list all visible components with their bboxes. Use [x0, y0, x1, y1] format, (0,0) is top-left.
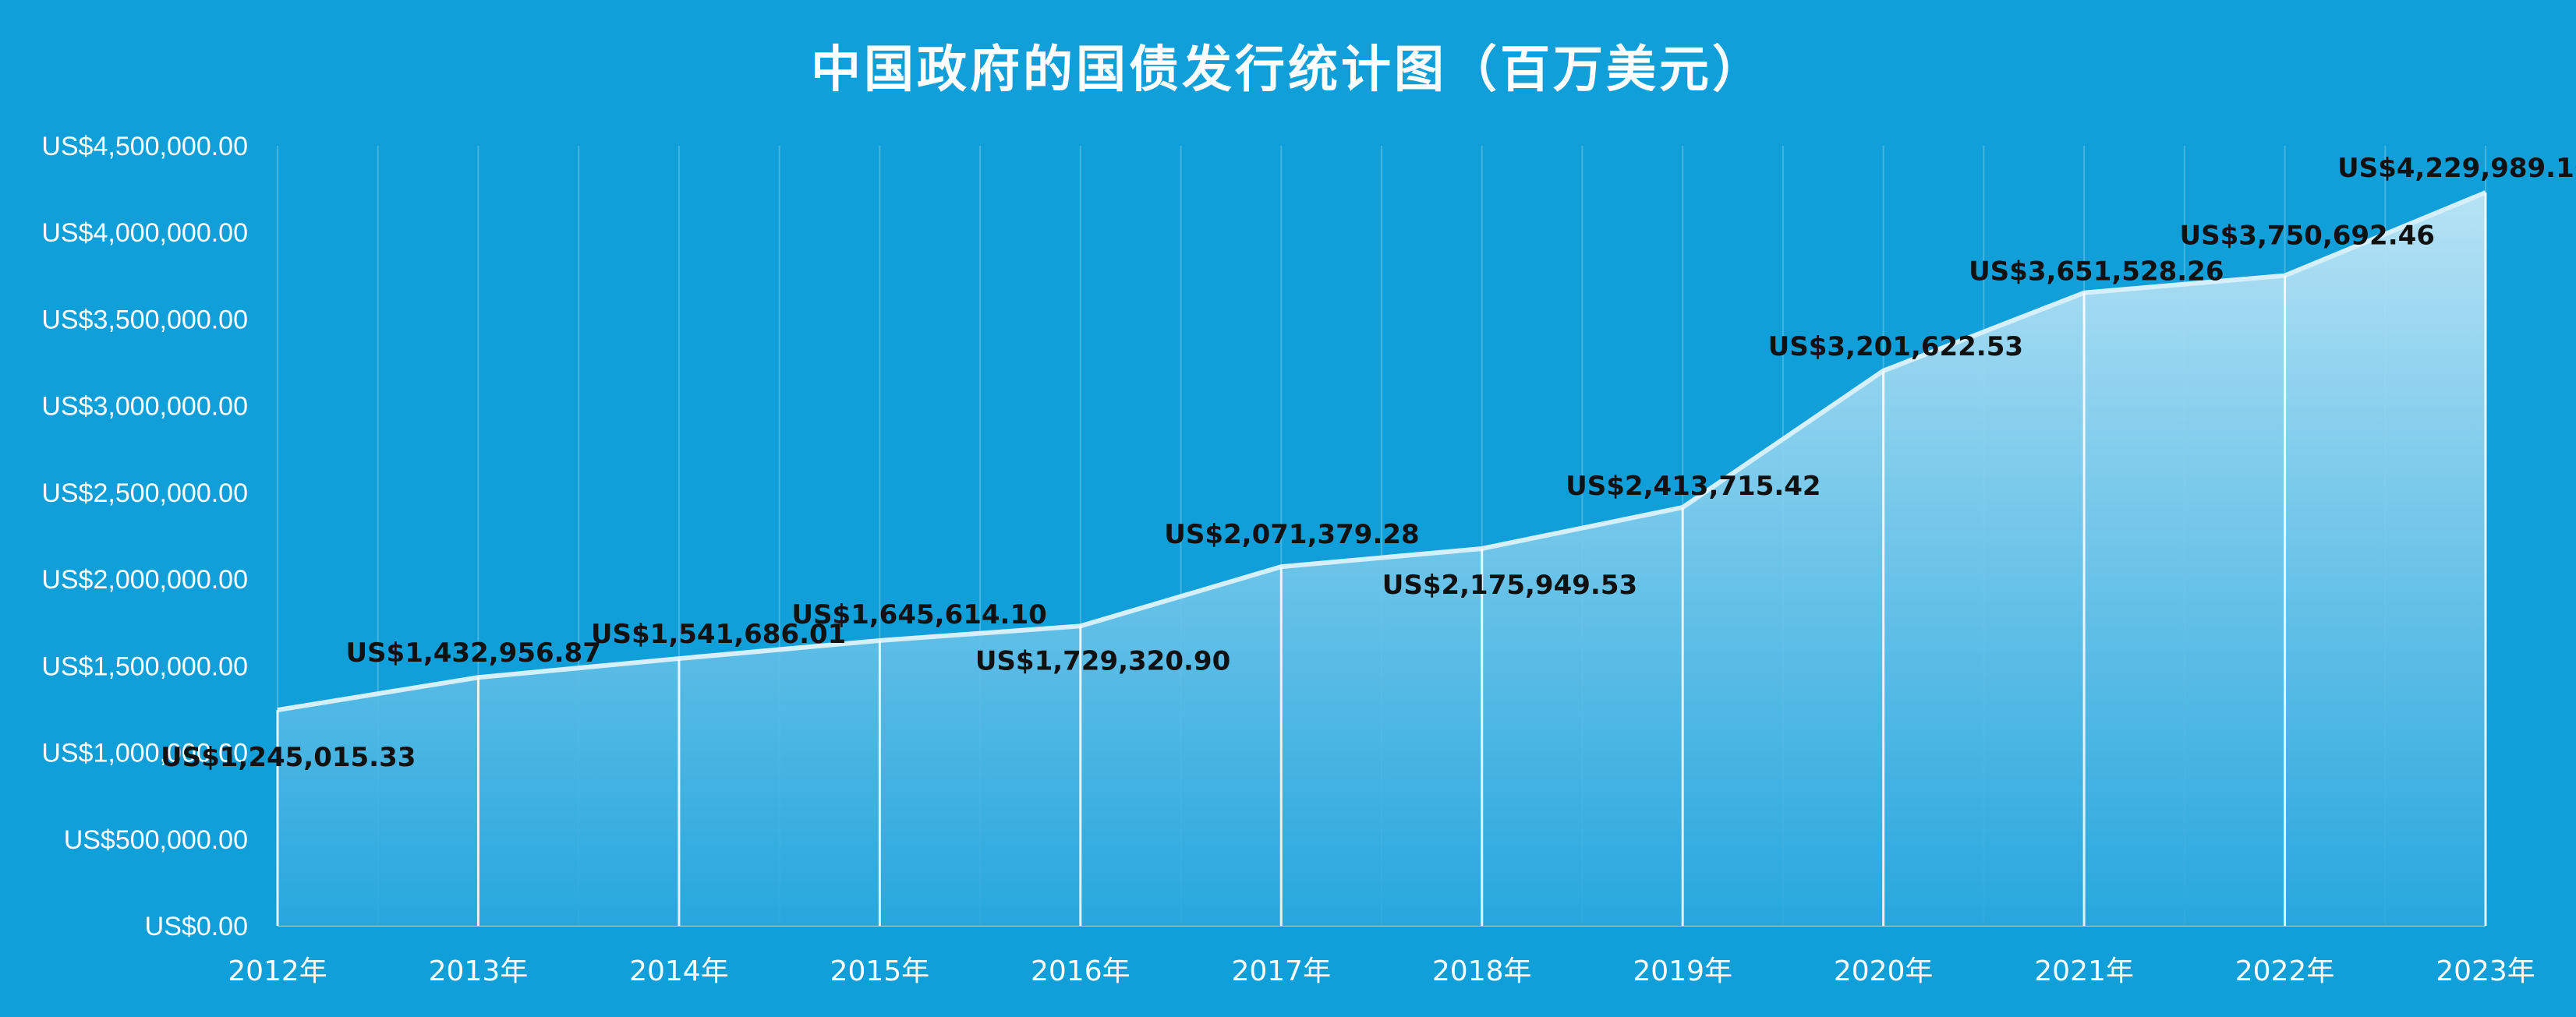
- x-tick-label: 2016年: [1031, 955, 1131, 987]
- y-tick-label: US$3,500,000.00: [41, 305, 248, 334]
- chart-title: 中国政府的国债发行统计图（百万美元）: [811, 41, 1765, 99]
- data-label: US$2,413,715.42: [1566, 471, 1821, 502]
- area-top-line: [277, 190, 2487, 713]
- x-tick-label: 2013年: [429, 955, 529, 987]
- data-label: US$1,541,686.01: [591, 619, 846, 650]
- data-label: US$1,645,614.10: [791, 599, 1046, 630]
- y-tick-label: US$500,000.00: [64, 825, 248, 855]
- x-tick-label: 2021年: [2034, 955, 2134, 987]
- y-tick-label: US$3,000,000.00: [41, 392, 248, 422]
- data-label: US$1,432,956.87: [345, 637, 600, 669]
- data-label: US$3,201,622.53: [1768, 331, 2023, 362]
- data-label: US$3,651,528.26: [1969, 256, 2224, 288]
- y-tick-label: US$2,000,000.00: [41, 565, 248, 595]
- data-label: US$1,729,320.90: [975, 645, 1230, 676]
- x-tick-label: 2020年: [1834, 955, 1934, 987]
- x-tick-label: 2014年: [629, 955, 729, 987]
- x-tick-label: 2018年: [1432, 955, 1532, 987]
- data-label: US$3,750,692.46: [2180, 221, 2435, 252]
- y-tick-label: US$0.00: [145, 912, 248, 941]
- y-tick-label: US$2,500,000.00: [41, 478, 248, 508]
- data-label: US$1,245,015.33: [161, 742, 416, 773]
- y-tick-label: US$4,000,000.00: [41, 218, 248, 248]
- x-tick-label: 2019年: [1633, 955, 1732, 987]
- y-tick-label: US$1,000,000.00: [41, 739, 248, 768]
- data-label: US$4,229,989.16: [2337, 153, 2576, 184]
- x-tick-label: 2023年: [2436, 955, 2535, 987]
- x-tick-label: 2017年: [1231, 955, 1331, 987]
- y-tick-label: US$4,500,000.00: [41, 132, 248, 161]
- x-tick-label: 2015年: [830, 955, 930, 987]
- data-label: US$2,175,949.53: [1382, 570, 1637, 601]
- x-tick-label: 2022年: [2235, 955, 2335, 987]
- x-tick-label: 2012年: [228, 955, 327, 987]
- data-label: US$2,071,379.28: [1164, 519, 1419, 550]
- y-tick-label: US$1,500,000.00: [41, 652, 248, 681]
